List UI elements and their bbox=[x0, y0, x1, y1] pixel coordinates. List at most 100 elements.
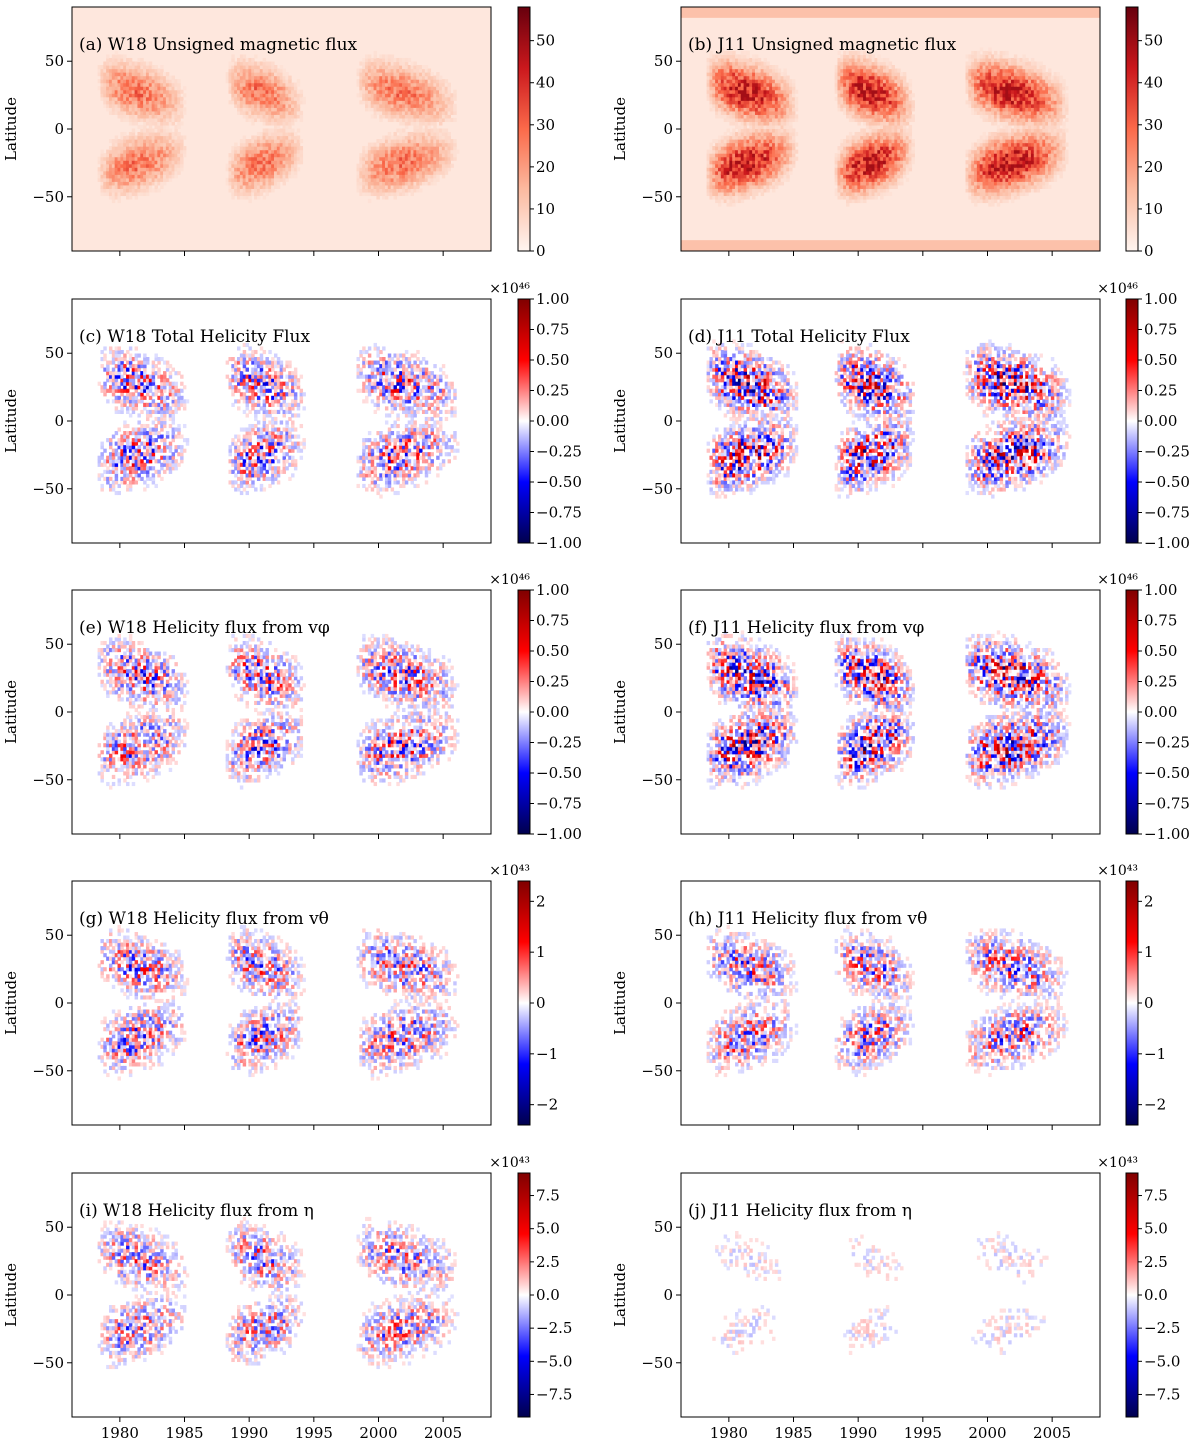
y-tick-label: 0 bbox=[663, 703, 673, 721]
y-axis-label: Latitude bbox=[611, 389, 629, 453]
x-tick-label: 2005 bbox=[1033, 1424, 1071, 1442]
colorbar bbox=[517, 298, 531, 544]
colorbar bbox=[1125, 880, 1139, 1126]
colorbar-tick-label: 10 bbox=[1144, 200, 1163, 218]
panel-title: (b) J11 Unsigned magnetic flux bbox=[688, 35, 957, 55]
y-tick-label: 50 bbox=[654, 1218, 673, 1236]
colorbar-tick-label: −5.0 bbox=[1144, 1352, 1180, 1370]
colorbar-tick-label: 1 bbox=[536, 943, 546, 961]
colorbar-tick-label: −2.5 bbox=[536, 1319, 572, 1337]
colorbar-tick-label: 7.5 bbox=[536, 1187, 560, 1205]
colorbar-tick-label: 0.00 bbox=[1144, 412, 1177, 430]
colorbar-multiplier: ×10⁴³ bbox=[1097, 1155, 1138, 1171]
y-tick-label: 0 bbox=[54, 994, 64, 1012]
colorbar-tick-label: −0.50 bbox=[1144, 473, 1190, 491]
colorbar-tick-label: 1.00 bbox=[1144, 290, 1177, 308]
y-tick-label: −50 bbox=[641, 771, 673, 789]
colorbar-tick-label: 0.75 bbox=[1144, 321, 1177, 339]
colorbar-tick-label: 30 bbox=[536, 116, 555, 134]
heatmap-field bbox=[712, 1231, 1049, 1355]
y-axis-label: Latitude bbox=[611, 680, 629, 744]
y-tick-label: 0 bbox=[54, 412, 64, 430]
colorbar-multiplier: ×10⁴³ bbox=[489, 863, 530, 879]
colorbar-tick-label: 30 bbox=[1144, 116, 1163, 134]
colorbar bbox=[517, 6, 531, 252]
y-tick-label: 50 bbox=[45, 52, 64, 70]
heatmap-field bbox=[97, 633, 460, 790]
panel-i: 1980 1985 1990 1995 2000 2005 50 0 −50 Latitude (i… bbox=[2, 1155, 572, 1442]
y-tick-label: −50 bbox=[641, 1062, 673, 1080]
heatmap-field bbox=[97, 924, 460, 1081]
colorbar-tick-label: −2 bbox=[536, 1096, 558, 1114]
heatmap-field bbox=[706, 924, 1069, 1078]
x-tick-label: 1980 bbox=[101, 1424, 139, 1442]
x-tick-label: 1980 bbox=[710, 1424, 748, 1442]
panel-title: (c) W18 Total Helicity Flux bbox=[79, 327, 310, 347]
colorbar-tick-label: 7.5 bbox=[1144, 1187, 1168, 1205]
colorbar-tick-label: 2 bbox=[1144, 892, 1154, 910]
panel-title: (d) J11 Total Helicity Flux bbox=[688, 327, 910, 347]
panel-g: 50 0 −50 Latitude (g) W18 Helicity flux from… bbox=[2, 863, 558, 1130]
x-tick-label: 2000 bbox=[968, 1424, 1006, 1442]
panel-title: (g) W18 Helicity flux from vθ bbox=[79, 909, 329, 929]
colorbar-tick-label: 1.00 bbox=[536, 290, 569, 308]
colorbar-tick-label: −0.25 bbox=[1144, 734, 1190, 752]
colorbar-tick-label: 2 bbox=[536, 892, 546, 910]
y-axis-label: Latitude bbox=[2, 680, 20, 744]
colorbar-tick-label: 5.0 bbox=[536, 1220, 560, 1238]
colorbar-tick-label: −0.75 bbox=[536, 795, 582, 813]
y-axis-label: Latitude bbox=[611, 97, 629, 161]
y-tick-label: 0 bbox=[663, 1286, 673, 1304]
y-tick-label: 50 bbox=[45, 635, 64, 653]
colorbar-multiplier: ×10⁴⁶ bbox=[489, 572, 530, 588]
colorbar-multiplier: ×10⁴³ bbox=[1097, 863, 1138, 879]
colorbar-tick-label: 0.50 bbox=[1144, 351, 1177, 369]
x-tick-label: 2005 bbox=[424, 1424, 462, 1442]
y-axis-label: Latitude bbox=[2, 971, 20, 1035]
panel-title: (i) W18 Helicity flux from η bbox=[79, 1201, 314, 1221]
y-tick-label: −50 bbox=[32, 480, 64, 498]
y-tick-label: −50 bbox=[641, 188, 673, 206]
y-axis-label: Latitude bbox=[2, 1263, 20, 1327]
colorbar bbox=[1125, 1172, 1139, 1418]
colorbar-tick-label: −1.00 bbox=[536, 825, 582, 843]
y-axis-label: Latitude bbox=[611, 971, 629, 1035]
colorbar-tick-label: 0.00 bbox=[536, 703, 569, 721]
colorbar-tick-label: −1.00 bbox=[1144, 534, 1190, 552]
colorbar-tick-label: −0.50 bbox=[536, 473, 582, 491]
colorbar-tick-label: −0.75 bbox=[1144, 504, 1190, 522]
colorbar-tick-label: 50 bbox=[1144, 32, 1163, 50]
panel-title: (h) J11 Helicity flux from vθ bbox=[688, 909, 927, 929]
colorbar-tick-label: 2.5 bbox=[1144, 1253, 1168, 1271]
panel-f: 50 0 −50 Latitude (f) J11 Helicity flux from… bbox=[611, 572, 1190, 843]
colorbar-tick-label: 0.25 bbox=[1144, 673, 1177, 691]
y-axis-label: Latitude bbox=[2, 97, 20, 161]
colorbar-tick-label: 0.25 bbox=[1144, 382, 1177, 400]
y-tick-label: 50 bbox=[45, 1218, 64, 1236]
colorbar-tick-label: −2.5 bbox=[1144, 1319, 1180, 1337]
panel-title: (e) W18 Helicity flux from vφ bbox=[79, 618, 330, 638]
colorbar bbox=[517, 1172, 531, 1418]
y-tick-label: 50 bbox=[654, 52, 673, 70]
colorbar-multiplier: ×10⁴⁶ bbox=[1097, 572, 1138, 588]
colorbar-tick-label: −1.00 bbox=[1144, 825, 1190, 843]
colorbar-tick-label: 0.50 bbox=[536, 351, 569, 369]
y-tick-label: −50 bbox=[32, 1062, 64, 1080]
colorbar-tick-label: 10 bbox=[536, 200, 555, 218]
heatmap-field bbox=[706, 630, 1072, 790]
x-tick-label: 1985 bbox=[165, 1424, 203, 1442]
y-tick-label: 50 bbox=[654, 635, 673, 653]
colorbar-tick-label: 0.25 bbox=[536, 673, 569, 691]
y-tick-label: 0 bbox=[663, 994, 673, 1012]
colorbar-tick-label: 20 bbox=[536, 158, 555, 176]
y-tick-label: 0 bbox=[54, 120, 64, 138]
colorbar-tick-label: 40 bbox=[1144, 74, 1163, 92]
colorbar-tick-label: 1.00 bbox=[536, 581, 569, 599]
colorbar-tick-label: 2.5 bbox=[536, 1253, 560, 1271]
panel-e: 50 0 −50 Latitude (e) W18 Helicity flux from… bbox=[2, 572, 582, 843]
y-tick-label: 50 bbox=[654, 926, 673, 944]
colorbar-tick-label: 20 bbox=[1144, 158, 1163, 176]
colorbar-tick-label: 0.50 bbox=[536, 642, 569, 660]
colorbar-tick-label: 1.00 bbox=[1144, 581, 1177, 599]
colorbar-tick-label: 0.50 bbox=[1144, 642, 1177, 660]
